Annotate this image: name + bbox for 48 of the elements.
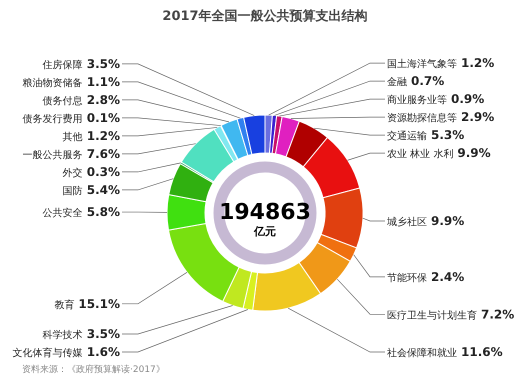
data-label: 11.6% [461, 345, 503, 359]
data-label: 5.8% [86, 205, 120, 220]
text: 资料来源：《政府预算解读·2017》 [22, 364, 165, 375]
data-label: 0.1% [86, 110, 120, 125]
chart-title: 2017年全国一般公共预算支出结构 [162, 9, 368, 24]
slice-label: 一般公共服务 [22, 148, 83, 161]
slice-label: 债务付息 [42, 94, 83, 107]
slice-label: 外交 [62, 166, 83, 179]
data-label: 3.5% [86, 56, 120, 71]
slice-label: 医疗卫生与计划生育 [387, 309, 477, 322]
data-label: 9.9% [431, 214, 464, 228]
data-label: 0.3% [86, 164, 120, 179]
slice-label: 农业 林业 水利 [387, 148, 454, 160]
slice-label: 社会保障和就业 [387, 347, 457, 359]
slice-label: 公共安全 [42, 207, 83, 220]
data-label: 3.5% [86, 327, 120, 341]
slice-label: 交通运输 [387, 130, 427, 142]
data-label: 2.8% [86, 92, 120, 107]
data-label: 1.1% [86, 74, 120, 89]
data-label: 7.6% [86, 146, 120, 161]
slice-label: 国防 [62, 184, 83, 197]
slice-label: 国土海洋气象等 [387, 58, 457, 70]
slice-label: 住房保障 [42, 58, 83, 71]
slice-label: 商业服务业等 [387, 94, 447, 106]
data-label: 2.9% [461, 110, 494, 124]
text: 194863 [219, 200, 311, 225]
data-label: 2.4% [431, 270, 464, 284]
data-label: 9.9% [457, 146, 491, 160]
data-label: 1.6% [86, 345, 120, 359]
slice-label: 粮油物资储备 [22, 76, 83, 89]
slice-label: 城乡社区 [386, 216, 427, 228]
data-label: 1.2% [461, 56, 494, 70]
data-label: 0.9% [451, 92, 484, 106]
data-label: 7.2% [481, 307, 514, 322]
slice-label: 资源勘探信息等 [387, 112, 457, 124]
slice-label: 债务发行费用 [22, 112, 83, 125]
data-label: 0.7% [411, 74, 444, 88]
data-label: 5.4% [86, 182, 120, 197]
slice-label: 科学技术 [42, 329, 83, 341]
slice-label: 文化体育与传媒 [12, 347, 83, 359]
data-label: 1.2% [86, 128, 120, 143]
slice-label: 教育 [54, 298, 74, 311]
text: 亿元 [253, 225, 276, 238]
slice-label: 节能环保 [387, 272, 427, 284]
data-label: 15.1% [78, 296, 120, 311]
slice-label: 其他 [62, 130, 83, 143]
slice-label: 金融 [387, 76, 407, 88]
data-label: 5.3% [431, 128, 464, 142]
